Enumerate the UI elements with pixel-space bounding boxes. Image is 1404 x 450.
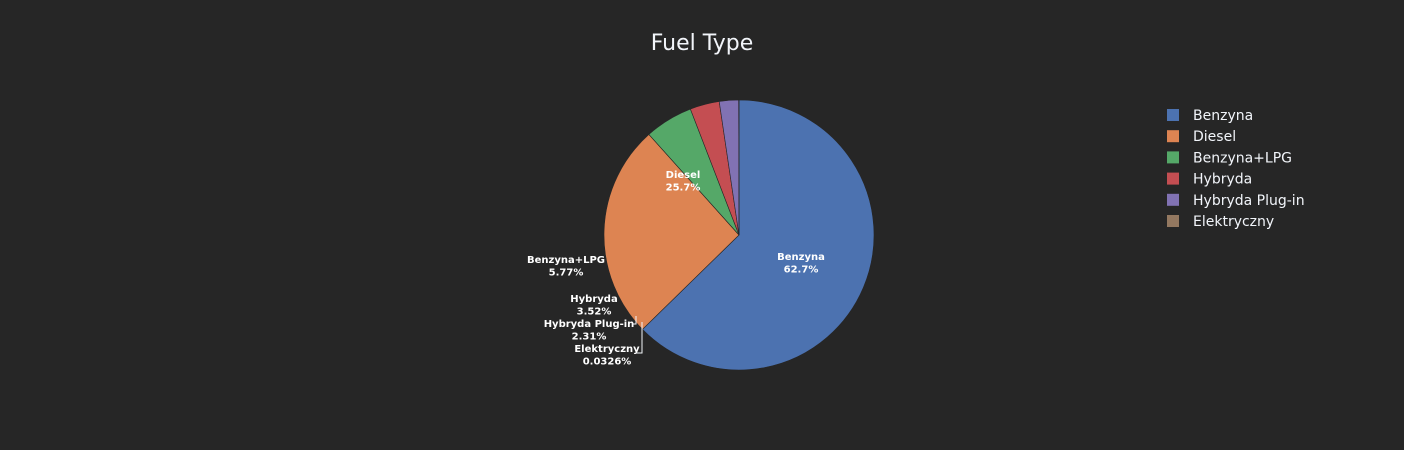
slice-label-hybryda-plug-in: Hybryda Plug-in 2.31% bbox=[544, 319, 635, 343]
leader-line-hybryda-plug-in bbox=[632, 316, 637, 325]
legend-label: Elektryczny bbox=[1193, 214, 1274, 230]
slice-label-diesel-percent: 25.7% bbox=[666, 183, 701, 194]
legend-item-elektryczny[interactable]: Elektryczny bbox=[1167, 214, 1274, 230]
slice-label-elektryczny: Elektryczny 0.0326% bbox=[574, 344, 640, 368]
legend-item-benzyna[interactable]: Benzyna bbox=[1167, 108, 1253, 124]
legend-swatch bbox=[1167, 109, 1179, 121]
legend-swatch bbox=[1167, 172, 1179, 185]
legend-swatch bbox=[1167, 130, 1179, 143]
legend-label: Benzyna+LPG bbox=[1193, 150, 1292, 166]
legend[interactable]: Benzyna Diesel Benzyna+LPG Hybryda Hybryda P… bbox=[1167, 108, 1305, 230]
slice-label-benzyna-lpg-percent: 5.77% bbox=[549, 268, 584, 279]
legend-item-hybryda-plug-in[interactable]: Hybryda Plug-in bbox=[1167, 193, 1305, 209]
slice-label-hybryda-plug-in-percent: 2.31% bbox=[572, 332, 607, 343]
slice-label-benzyna-lpg: Benzyna+LPG 5.77% bbox=[527, 255, 605, 279]
legend-swatch bbox=[1167, 193, 1179, 206]
slice-label-hybryda-plug-in-name: Hybryda Plug-in bbox=[544, 319, 635, 330]
legend-label: Diesel bbox=[1193, 129, 1236, 145]
slice-label-diesel: Diesel 25.7% bbox=[666, 170, 701, 194]
slice-label-elektryczny-name: Elektryczny bbox=[574, 344, 640, 355]
slice-label-hybryda-percent: 3.52% bbox=[577, 307, 612, 318]
slice-label-benzyna-name: Benzyna bbox=[777, 252, 825, 263]
legend-swatch bbox=[1167, 215, 1179, 227]
slice-label-benzyna-lpg-name: Benzyna+LPG bbox=[527, 255, 605, 266]
legend-label: Benzyna bbox=[1193, 108, 1253, 124]
slice-label-diesel-name: Diesel bbox=[666, 170, 701, 181]
slice-label-hybryda-name: Hybryda bbox=[570, 294, 617, 305]
legend-label: Hybryda Plug-in bbox=[1193, 193, 1305, 209]
leader-line-elektryczny bbox=[636, 322, 643, 354]
chart-title: Fuel Type bbox=[651, 31, 754, 56]
legend-item-hybryda[interactable]: Hybryda bbox=[1167, 172, 1252, 188]
pie-labels: Benzyna 62.7% Diesel 25.7% Benzyna+LPG 5.77% H… bbox=[527, 170, 825, 368]
legend-swatch bbox=[1167, 151, 1179, 164]
slice-label-benzyna-percent: 62.7% bbox=[784, 265, 819, 276]
slice-label-elektryczny-percent: 0.0326% bbox=[583, 357, 632, 368]
pie-slice-diesel[interactable] bbox=[603, 134, 740, 330]
legend-item-benzyna-lpg[interactable]: Benzyna+LPG bbox=[1167, 150, 1292, 166]
pie-slice-benzyna[interactable] bbox=[642, 99, 875, 371]
slice-label-hybryda: Hybryda 3.52% bbox=[570, 294, 617, 318]
legend-label: Hybryda bbox=[1193, 172, 1252, 188]
legend-item-diesel[interactable]: Diesel bbox=[1167, 129, 1236, 145]
slice-label-benzyna: Benzyna 62.7% bbox=[777, 252, 825, 276]
pie-slices bbox=[603, 99, 875, 371]
